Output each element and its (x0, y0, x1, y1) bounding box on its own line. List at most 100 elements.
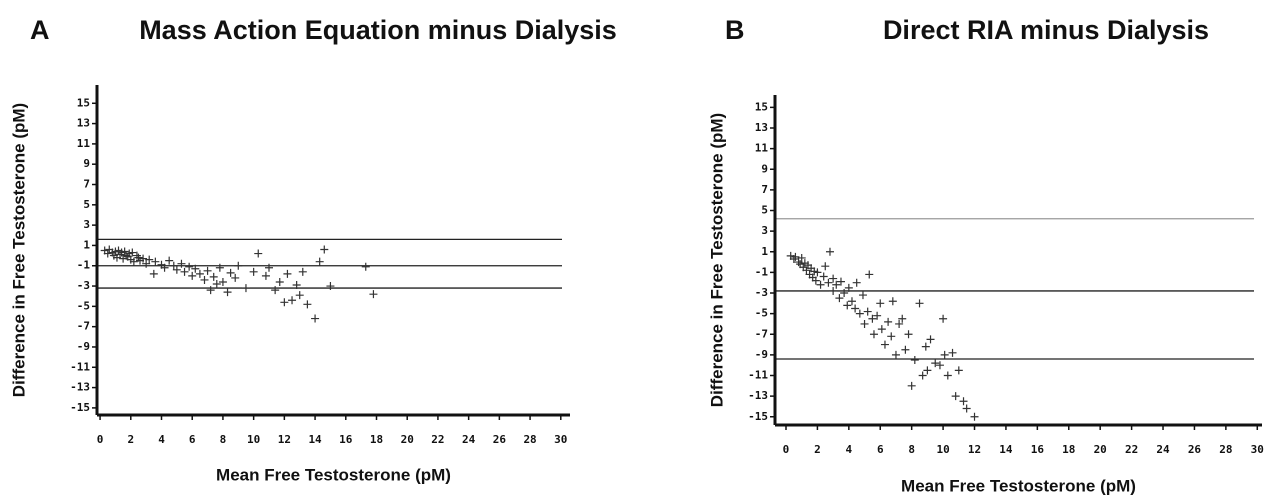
point (816, 280, 825, 289)
x-tick-label: 18 (1062, 443, 1075, 456)
x-tick-label: 4 (158, 433, 165, 446)
point (280, 298, 289, 307)
point (188, 271, 197, 280)
point (185, 262, 194, 271)
x-tick-label: 30 (1251, 443, 1264, 456)
point (860, 319, 869, 328)
point (234, 261, 243, 270)
point (844, 283, 853, 292)
point (169, 261, 178, 270)
point (292, 281, 301, 290)
panel-label: A (30, 15, 50, 45)
point (177, 259, 186, 268)
point (203, 266, 212, 275)
point (907, 381, 916, 390)
point (852, 278, 861, 287)
y-tick-label: 9 (761, 162, 768, 175)
x-tick-label: 24 (1156, 443, 1170, 456)
point (791, 252, 800, 261)
chart-title: Direct RIA minus Dialysis (883, 15, 1209, 45)
point (873, 311, 882, 320)
point (802, 266, 811, 275)
y-tick-label: 3 (83, 218, 90, 231)
point (954, 366, 963, 375)
point (877, 325, 886, 334)
y-tick-label: 1 (83, 238, 90, 251)
x-tick-label: 12 (968, 443, 981, 456)
y-tick-label: -5 (77, 299, 90, 312)
point (851, 304, 860, 313)
point (271, 286, 280, 295)
point (901, 345, 910, 354)
point (940, 350, 949, 359)
point (215, 263, 224, 272)
point (921, 342, 930, 351)
point (231, 273, 240, 282)
x-tick-label: 10 (936, 443, 949, 456)
point (858, 291, 867, 300)
point (869, 330, 878, 339)
point (369, 290, 378, 299)
point (970, 412, 979, 421)
point (361, 262, 370, 271)
x-axis-title: Mean Free Testosterone (pM) (901, 476, 1136, 495)
x-tick-label: 14 (999, 443, 1013, 456)
y-tick-label: 15 (755, 100, 768, 113)
point (910, 356, 919, 365)
y-tick-label: 9 (83, 157, 90, 170)
x-tick-label: 2 (814, 443, 821, 456)
point (835, 294, 844, 303)
point (951, 392, 960, 401)
point (275, 277, 284, 286)
point (191, 264, 200, 273)
point (283, 269, 292, 278)
point (898, 314, 907, 323)
x-tick-label: 0 (783, 443, 790, 456)
point (948, 348, 957, 357)
chart-title: Mass Action Equation minus Dialysis (139, 15, 617, 45)
point (868, 314, 877, 323)
point (303, 300, 312, 309)
x-tick-label: 18 (370, 433, 383, 446)
point (288, 296, 297, 305)
x-tick-label: 8 (220, 433, 227, 446)
y-tick-label: -5 (755, 307, 768, 320)
point (829, 274, 838, 283)
y-axis-title: Difference in Free Testosterone (pM) (707, 113, 726, 407)
point (959, 397, 968, 406)
point (915, 299, 924, 308)
panel-label: B (725, 15, 745, 45)
point (298, 267, 307, 276)
x-tick-label: 14 (308, 433, 322, 446)
point (165, 256, 174, 265)
point (326, 282, 335, 291)
point (962, 404, 971, 413)
point (840, 289, 849, 297)
point (129, 257, 138, 266)
y-tick-label: -11 (748, 369, 768, 382)
y-tick-label: -3 (77, 279, 90, 292)
point (315, 257, 324, 266)
x-tick-label: 26 (1188, 443, 1202, 456)
point (160, 263, 169, 272)
y-tick-label: -11 (70, 360, 90, 373)
point (295, 291, 304, 300)
y-tick-label: -3 (755, 286, 768, 299)
point (865, 270, 874, 279)
point (931, 359, 940, 368)
x-tick-label: 0 (97, 433, 104, 446)
y-tick-label: -13 (748, 389, 768, 402)
x-tick-label: 28 (523, 433, 536, 446)
point (813, 268, 822, 277)
point (151, 257, 160, 266)
x-tick-label: 20 (401, 433, 414, 446)
x-tick-label: 30 (554, 433, 567, 446)
y-axis-title: Difference in Free Testosterone (pM) (9, 103, 28, 397)
point (223, 288, 232, 297)
y-tick-label: 1 (761, 245, 768, 258)
y-tick-label: 7 (761, 183, 768, 196)
point (836, 277, 845, 286)
y-tick-label: -1 (77, 259, 91, 272)
point (918, 371, 927, 380)
point (172, 265, 181, 274)
